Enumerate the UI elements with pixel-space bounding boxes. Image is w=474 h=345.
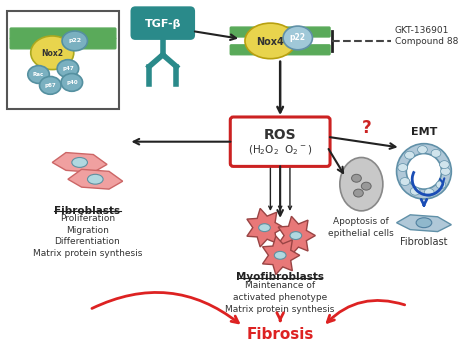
- Ellipse shape: [439, 161, 449, 169]
- Text: (H$_2$O$_2$  O$_2$$^-$): (H$_2$O$_2$ O$_2$$^-$): [248, 144, 312, 157]
- Text: TGF-β: TGF-β: [145, 19, 181, 29]
- Ellipse shape: [431, 149, 441, 157]
- Ellipse shape: [62, 31, 88, 51]
- Text: p47: p47: [62, 66, 74, 71]
- FancyBboxPatch shape: [10, 38, 116, 49]
- FancyBboxPatch shape: [230, 27, 330, 37]
- Ellipse shape: [352, 174, 361, 182]
- Ellipse shape: [361, 182, 371, 190]
- Ellipse shape: [28, 66, 49, 83]
- FancyBboxPatch shape: [230, 45, 330, 55]
- Ellipse shape: [424, 188, 434, 196]
- Text: ?: ?: [361, 119, 371, 137]
- Ellipse shape: [400, 178, 410, 186]
- Ellipse shape: [354, 189, 363, 197]
- Ellipse shape: [274, 252, 286, 259]
- Ellipse shape: [31, 36, 74, 70]
- Text: Myofibroblasts: Myofibroblasts: [236, 272, 324, 282]
- Polygon shape: [68, 169, 123, 189]
- Ellipse shape: [398, 164, 408, 171]
- Text: Proliferation
Migration
Differentiation
Matrix protein synthesis: Proliferation Migration Differentiation …: [33, 214, 142, 258]
- Text: ROS: ROS: [264, 128, 296, 142]
- Text: p67: p67: [45, 83, 56, 88]
- Ellipse shape: [290, 231, 301, 239]
- Ellipse shape: [88, 174, 103, 184]
- Ellipse shape: [416, 218, 432, 228]
- FancyBboxPatch shape: [7, 11, 119, 109]
- Ellipse shape: [259, 224, 270, 231]
- Text: GKT-136901
Compound 88: GKT-136901 Compound 88: [395, 26, 458, 46]
- Polygon shape: [397, 215, 451, 231]
- Text: p40: p40: [66, 80, 78, 85]
- Text: Fibroblast: Fibroblast: [400, 237, 448, 247]
- Ellipse shape: [245, 23, 296, 59]
- Polygon shape: [278, 216, 315, 255]
- Ellipse shape: [61, 73, 82, 91]
- FancyBboxPatch shape: [130, 6, 195, 40]
- FancyBboxPatch shape: [10, 28, 116, 39]
- Text: p22: p22: [68, 38, 82, 43]
- Ellipse shape: [57, 60, 79, 78]
- Text: Maintenance of
activated phenotype
Matrix protein synthesis: Maintenance of activated phenotype Matri…: [226, 281, 335, 314]
- Ellipse shape: [418, 146, 428, 154]
- Text: Fibroblasts: Fibroblasts: [55, 206, 120, 216]
- Text: Nox4: Nox4: [256, 37, 284, 47]
- Ellipse shape: [72, 158, 88, 167]
- Ellipse shape: [440, 167, 450, 175]
- Polygon shape: [52, 152, 107, 172]
- Text: Apoptosis of
epithelial cells: Apoptosis of epithelial cells: [328, 217, 394, 238]
- FancyBboxPatch shape: [230, 117, 330, 166]
- Ellipse shape: [405, 151, 414, 159]
- Ellipse shape: [39, 77, 61, 94]
- Ellipse shape: [406, 154, 442, 189]
- Text: Nox2: Nox2: [41, 49, 63, 58]
- Polygon shape: [263, 236, 300, 275]
- Ellipse shape: [340, 158, 383, 211]
- Polygon shape: [247, 208, 284, 247]
- Text: EMT: EMT: [411, 127, 437, 137]
- Text: Rac: Rac: [33, 72, 44, 77]
- Text: p22: p22: [290, 33, 306, 42]
- Ellipse shape: [283, 26, 312, 50]
- Ellipse shape: [410, 187, 420, 195]
- Text: Fibrosis: Fibrosis: [246, 327, 314, 342]
- Ellipse shape: [436, 181, 446, 189]
- Ellipse shape: [397, 144, 451, 199]
